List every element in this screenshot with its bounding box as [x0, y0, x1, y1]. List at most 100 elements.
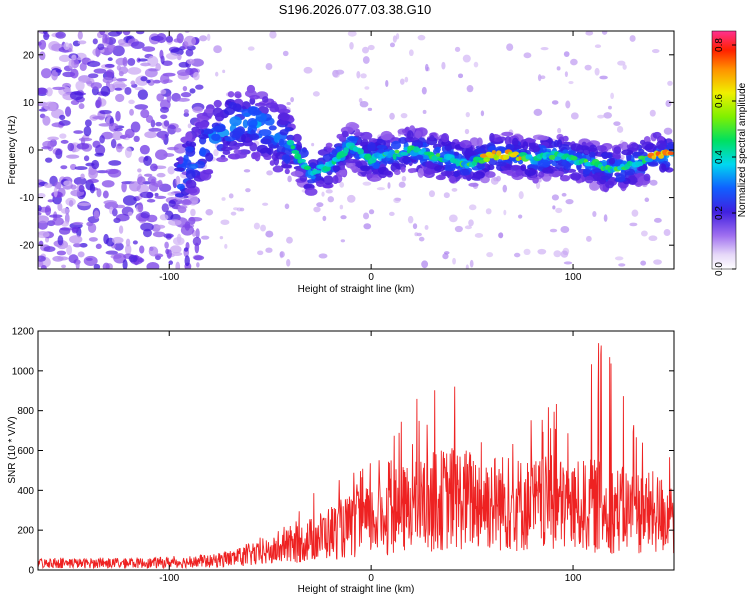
spectrogram-cell: [332, 165, 341, 172]
spectrogram-cell: [451, 187, 458, 192]
spectrogram-cell: [187, 123, 192, 129]
spectrogram-cell: [537, 135, 549, 141]
spectrogram-cell: [584, 175, 594, 184]
spectrogram-cell: [332, 71, 340, 78]
spectrogram-cell: [400, 166, 406, 173]
spectrogram-cell: [465, 264, 469, 269]
y-tick-label: 600: [17, 446, 34, 457]
spectrogram-cell: [603, 214, 608, 222]
spectrogram-cell: [101, 180, 115, 188]
spectrogram-cell: [213, 99, 222, 108]
x-tick-label: 100: [565, 272, 582, 283]
spectrogram-cell: [125, 238, 131, 247]
spectrogram-cell: [249, 142, 258, 152]
spectrogram-cell: [549, 228, 558, 233]
spectrogram-cell: [53, 186, 58, 198]
spectrogram-cell: [265, 102, 279, 109]
spectrogram-cell: [38, 215, 50, 224]
spectrogram-cell: [247, 117, 258, 128]
spectrogram-cell: [613, 146, 622, 155]
spectrogram-cell: [652, 131, 662, 139]
spectrogram-cell: [43, 246, 56, 253]
spectrogram-cell: [178, 61, 189, 68]
spectrogram-cell: [43, 101, 57, 111]
spectrogram-cell: [393, 197, 401, 204]
spectrogram-cell: [84, 119, 92, 127]
spectrogram-cell: [227, 91, 235, 98]
spectrogram-cell: [540, 46, 549, 51]
spectrogram-cell: [278, 138, 285, 146]
spectrogram-cell: [603, 112, 613, 119]
spectrogram-cell: [45, 87, 53, 97]
spectrogram-cell: [286, 259, 291, 267]
spectrogram-cell: [665, 142, 674, 151]
spectrogram-cell: [47, 136, 59, 141]
spectrogram-cell: [124, 128, 135, 139]
spectrogram-cell: [286, 134, 295, 141]
spectrogram-cell: [172, 236, 185, 246]
spectrogram-cell: [224, 243, 228, 249]
spectrogram-cell: [360, 73, 367, 79]
spectrogram-cell: [484, 171, 496, 178]
spectrogram-cell: [70, 184, 77, 190]
spectrogram-cell: [185, 131, 193, 141]
colorbar-axis: 0.0 0.2 0.4 0.6 0.8: [714, 38, 736, 276]
spectrogram-cell: [163, 120, 170, 127]
spectrogram-cell: [136, 176, 146, 185]
spectrogram-cell: [426, 136, 438, 146]
spectrogram-cell: [551, 170, 565, 177]
spectrogram-cell: [442, 253, 449, 260]
spectrogram-cell: [480, 110, 485, 117]
spectrogram-cell: [159, 106, 170, 113]
spectrogram-cell: [617, 60, 626, 66]
spectrogram-cell: [443, 192, 450, 199]
spectrogram-ridge-cell: [388, 149, 396, 155]
spectrogram-cell: [561, 192, 567, 197]
spectrogram-cell: [213, 45, 222, 54]
spectrogram-cell: [608, 157, 616, 165]
spectrogram-ridge-cell: [291, 149, 300, 154]
spectrogram-cell: [154, 195, 167, 199]
figure-title: S196.2026.077.03.38.G10: [279, 2, 432, 17]
spectrogram-cell: [59, 133, 67, 139]
spectrogram-cell: [67, 142, 75, 152]
spectrogram-cell: [421, 86, 427, 95]
spectrogram-cell: [83, 125, 92, 137]
spectrogram-cell: [303, 66, 313, 74]
spectrogram-cell: [167, 124, 177, 135]
spectrogram-cell: [647, 162, 659, 167]
spectrogram-cell: [205, 209, 214, 216]
spectrogram-cell: [468, 219, 474, 227]
spectrogram-cell: [279, 112, 290, 121]
spectrogram-cell: [156, 93, 165, 102]
spectrogram-cell: [608, 105, 612, 110]
spectrogram-cell: [137, 89, 149, 100]
spectrogram-cell: [45, 157, 53, 163]
spectrogram-cell: [331, 148, 338, 156]
spectrogram-cell: [252, 109, 262, 116]
spectrogram-cell: [116, 65, 122, 71]
spectrogram-cell: [385, 79, 389, 88]
spectrogram-cell: [94, 152, 104, 157]
spectrogram-cell: [42, 115, 51, 126]
spectrogram-cell: [159, 214, 169, 221]
spectrogram-ridge-cell: [512, 151, 519, 156]
spectrogram-cell: [213, 149, 219, 157]
spectrogram-cell: [47, 199, 54, 203]
spectrogram-cell: [327, 196, 335, 203]
spectrogram-cell: [570, 58, 578, 66]
spectrogram-cell: [485, 208, 492, 215]
spectrogram-cell: [183, 247, 189, 252]
spectrogram-cell: [130, 80, 136, 86]
spectrogram-cell: [340, 215, 347, 220]
spectrogram-cell: [83, 255, 98, 266]
y-tick-label: 800: [17, 406, 34, 417]
spectrogram-cell: [537, 248, 547, 255]
spectrogram-cell: [182, 86, 188, 92]
spectrogram-cell: [387, 182, 391, 189]
spectrogram-cell: [644, 197, 650, 202]
spectrogram-cell: [347, 136, 359, 142]
spectrogram-cell: [325, 189, 333, 194]
spectrogram-cell: [367, 107, 373, 112]
spectrogram-cell: [124, 147, 133, 159]
